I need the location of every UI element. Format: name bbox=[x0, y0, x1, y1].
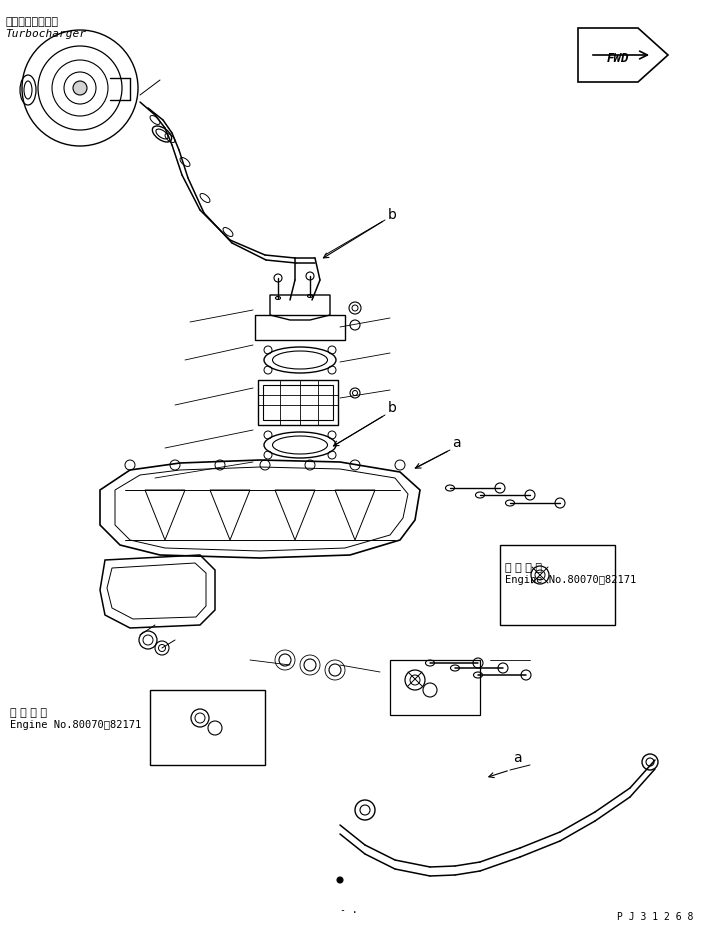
Text: - .: - . bbox=[340, 905, 358, 915]
Text: FWD: FWD bbox=[607, 51, 629, 64]
Bar bbox=[150, 690, 265, 765]
Bar bbox=[390, 660, 480, 715]
Bar bbox=[263, 385, 333, 420]
Circle shape bbox=[337, 877, 343, 883]
Bar bbox=[500, 545, 615, 625]
Text: Engine No.80070～82171: Engine No.80070～82171 bbox=[10, 720, 141, 730]
Text: b: b bbox=[388, 208, 397, 222]
Circle shape bbox=[73, 81, 87, 95]
Text: ターボチャージャ: ターボチャージャ bbox=[5, 17, 58, 27]
Bar bbox=[258, 380, 338, 425]
Text: P J 3 1 2 6 8: P J 3 1 2 6 8 bbox=[617, 912, 693, 922]
Text: 適 用 号 機: 適 用 号 機 bbox=[505, 563, 542, 573]
Text: a: a bbox=[452, 436, 460, 450]
Text: a: a bbox=[513, 751, 522, 765]
Text: Engine No.80070～82171: Engine No.80070～82171 bbox=[505, 575, 636, 585]
Text: Turbocharger: Turbocharger bbox=[5, 29, 86, 39]
Text: b: b bbox=[388, 401, 397, 415]
Text: 適 用 号 機: 適 用 号 機 bbox=[10, 708, 47, 718]
